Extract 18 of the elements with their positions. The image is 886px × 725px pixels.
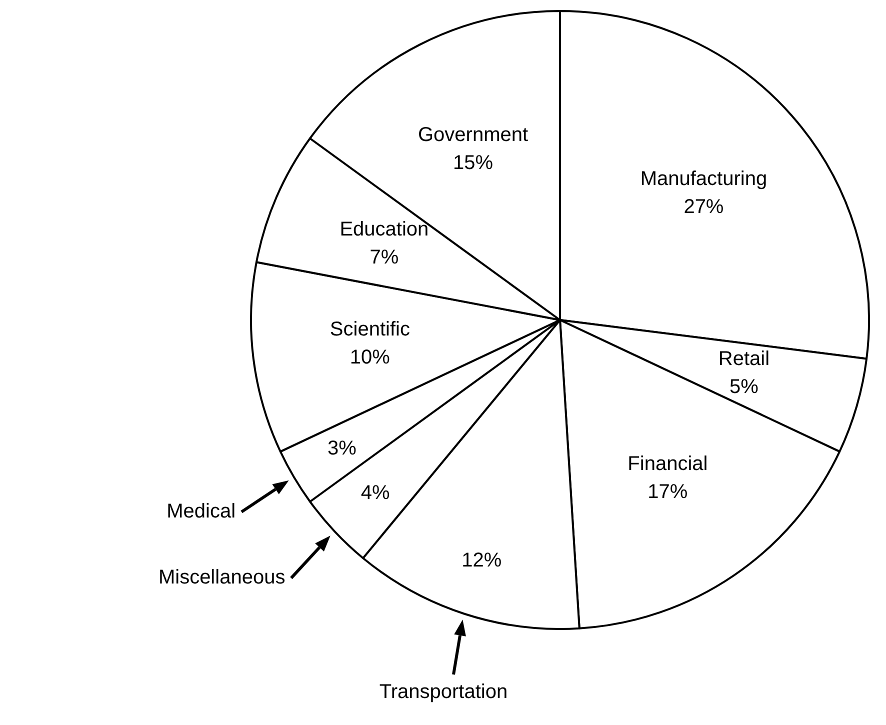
slice-label: Miscellaneous: [158, 566, 286, 589]
data-label: 4%: [360, 482, 390, 504]
data-label: 5%: [730, 376, 759, 398]
slice-label: Financial: [628, 452, 708, 475]
slice-label: Retail: [718, 348, 770, 370]
slice-label: Medical: [166, 500, 236, 522]
data-label: 3%: [327, 437, 357, 460]
data-label: 12%: [462, 549, 502, 572]
slice-label: Manufacturing: [640, 168, 768, 190]
slice-label: Scientific: [330, 318, 410, 341]
data-label: 7%: [370, 246, 399, 268]
data-label: 27%: [684, 196, 724, 218]
data-label: 17%: [648, 480, 688, 503]
slice-label: Education: [340, 218, 429, 240]
slice-label: Government: [418, 124, 528, 146]
data-label: 15%: [453, 152, 494, 174]
data-label: 10%: [350, 346, 390, 369]
slice-label: Transportation: [379, 681, 508, 704]
